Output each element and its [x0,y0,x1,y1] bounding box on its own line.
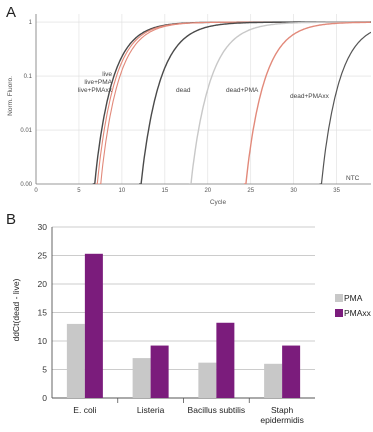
x-tick-label: 35 [333,188,340,194]
curve-label: live+PMA [84,79,112,86]
legend-label: PMAxx [344,308,372,318]
y-tick-label: 0.00 [20,182,32,188]
legend-label: PMA [344,293,363,303]
curve-label: dead [176,87,191,94]
y-tick-label: 25 [38,251,48,261]
bar-pmaxx [282,345,301,398]
panel-b-label: B [6,211,16,228]
panel-a-y-axis-label: Norm. Fluoro. [7,76,14,116]
panel-b-y-axis-label: ddCt(dead - live) [11,278,21,341]
legend-swatch-pmaxx [335,309,343,317]
category-label: E. coli [73,405,96,415]
curve-dead [139,21,371,184]
panel-a-label: A [6,4,16,21]
x-tick-label: 20 [204,188,211,194]
curve-dead-pma [188,21,371,184]
curve-label: live [102,71,112,78]
x-tick-label: 0 [34,188,38,194]
bar-pmaxx [150,345,169,398]
ddct-bar-chart: 0 5 10 15 20 25 30 E. coli Listeria Bacillus subt… [38,222,372,425]
y-tick-label: 10 [38,336,48,346]
curve-label: dead+PMAxx [290,93,330,100]
curves [92,21,371,184]
curve-label: NTC [346,175,360,182]
bar-pma [198,362,217,398]
category-label: epidermidis [260,415,303,425]
category-label: Staph [271,405,293,415]
curve-label: live+PMAxx [78,87,113,94]
category-label: Listeria [137,405,165,415]
category-label: Bacillus subtilis [188,405,246,415]
curve-ntc [319,31,371,184]
y-tick-label: 0.01 [20,128,32,134]
x-tick-label: 25 [247,188,254,194]
bar-pma [66,323,85,398]
curve-label: dead+PMA [226,87,259,94]
bar-pma [264,363,283,398]
bar-pmaxx [216,322,235,398]
panel-a-x-axis-label: Cycle [210,199,227,206]
y-tick-label: 0.1 [24,74,33,80]
y-tick-label: 5 [42,365,47,375]
y-tick-label: 0 [42,393,47,403]
curve-live-pma [95,21,371,184]
y-tick-label: 20 [38,279,48,289]
curve-dead-pmaxx [243,21,371,184]
y-tick-label: 1 [29,20,33,26]
x-tick-label: 5 [77,188,81,194]
amplification-plot: 0 5 10 15 20 25 30 35 1 0.1 0.01 0.00 livelive+PMAli… [20,14,371,194]
y-tick-label: 30 [38,222,48,232]
bar-pma [132,358,151,398]
x-tick-label: 10 [119,188,126,194]
x-tick-label: 15 [162,188,169,194]
y-tick-label: 15 [38,308,48,318]
bar-pmaxx [84,253,103,398]
legend-swatch-pma [335,294,343,302]
x-tick-label: 30 [290,188,297,194]
curve-live-pmaxx [98,21,371,184]
